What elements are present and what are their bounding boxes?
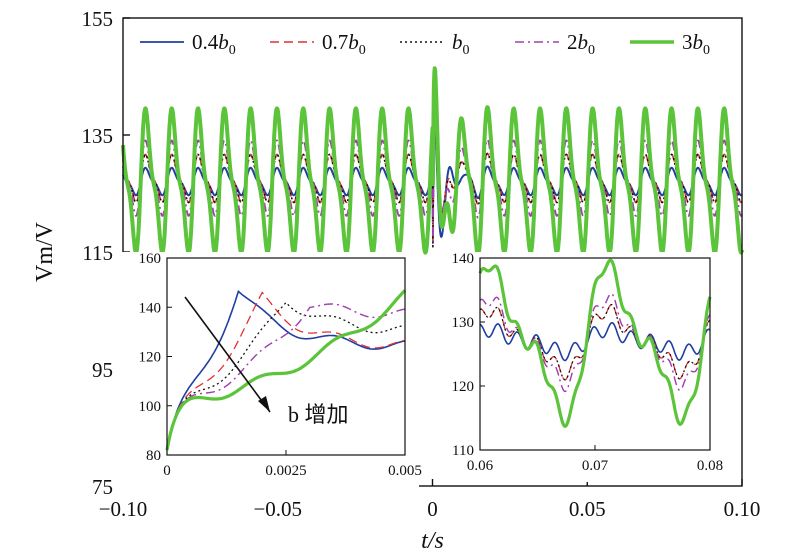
inset1-series-line-2 (166, 291, 406, 451)
inset1-y-tick-label: 80 (146, 448, 161, 464)
x-axis-label: t/s (421, 528, 444, 554)
annotation-label: b 增加 (288, 402, 349, 427)
inset2-x-tick-label: 0.07 (582, 458, 609, 474)
inset-early-transient: 0 0.0025 0.005 160 140 120 100 80 b 增加 (119, 251, 422, 489)
y-axis-label: Vm/V (32, 221, 58, 282)
inset2-background (444, 252, 726, 482)
inset2-x-tick-label: 0.06 (467, 458, 494, 474)
inset1-y-tick-label: 140 (139, 300, 162, 316)
inset2-y-tick-label: 130 (452, 315, 475, 331)
x-tick-label: −0.10 (99, 497, 148, 521)
legend: 0.4b0 0.7b0 b0 2b0 3b0 (140, 30, 710, 58)
inset2-x-tick-label: 0.08 (697, 458, 723, 474)
inset2-series-line-5 (478, 258, 712, 429)
arrow-head (258, 396, 270, 412)
y-tick-label: 115 (82, 241, 113, 265)
legend-label: 2b0 (567, 30, 595, 58)
inset1-x-tick-label: 0.005 (388, 463, 422, 479)
inset1-x-tick-label: 0 (163, 463, 171, 479)
inset1-series-line-1 (166, 289, 406, 451)
legend-label: 0.7b0 (322, 30, 366, 58)
y-tick-label: 155 (82, 7, 114, 31)
inset1-series-line-5 (165, 289, 407, 451)
y-tick-label: 95 (92, 358, 113, 382)
inset-steady-state: 0.06 0.07 0.08 140 130 120 110 (444, 251, 726, 482)
inset2-series-line-2 (479, 304, 711, 381)
series-line-5 (121, 66, 744, 258)
inset1-y-tick-label: 120 (139, 350, 162, 366)
y-tick-label: 135 (82, 124, 114, 148)
inset1-series-line-4 (166, 303, 406, 451)
inset2-series-line-1 (479, 321, 711, 362)
legend-label: 3b0 (682, 30, 710, 58)
legend-label: b0 (452, 30, 470, 58)
inset1-x-tick-label: 0.0025 (265, 463, 306, 479)
inset2-y-tick-label: 120 (452, 379, 475, 395)
inset1-y-tick-label: 100 (139, 399, 162, 415)
main-axes: −0.10 −0.05 0 0.05 0.10 155 135 115 95 75 t/s Vm/V (32, 7, 760, 554)
inset1-y-tick-label: 160 (139, 251, 162, 267)
inset1-background (119, 252, 419, 489)
x-tick-label: 0.10 (724, 497, 761, 521)
legend-label: 0.4b0 (192, 30, 236, 58)
main-plot-area (121, 66, 744, 258)
arrow-shaft (184, 296, 271, 413)
x-tick-label: 0.05 (569, 497, 606, 521)
x-tick-label: −0.05 (253, 497, 302, 521)
inset2-y-tick-label: 140 (452, 251, 475, 267)
inset2-series-line-4 (479, 292, 711, 393)
y-tick-label: 75 (92, 475, 113, 499)
x-tick-label: 0 (427, 497, 438, 521)
inset2-y-tick-label: 110 (452, 443, 474, 459)
